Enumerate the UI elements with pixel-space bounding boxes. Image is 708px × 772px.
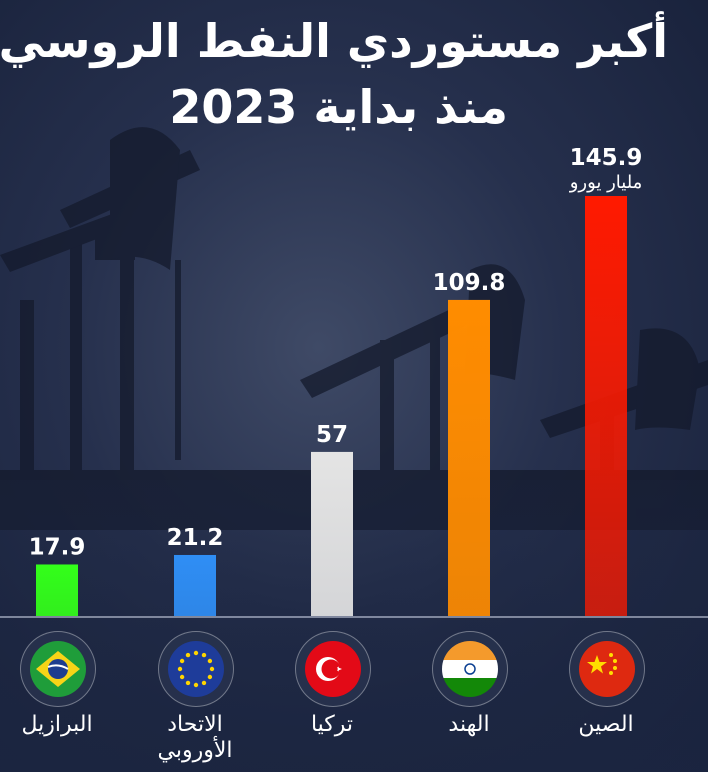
bar-1 (36, 564, 78, 616)
china-flag-icon (569, 631, 645, 707)
chart-title-line-2: منذ بداية 2023 (169, 80, 508, 134)
country-label-line: تركيا (310, 712, 354, 737)
country-label-line: الاتحاد (167, 712, 223, 737)
value-label-1: 17.9 (29, 534, 86, 560)
bar-2 (174, 554, 216, 616)
value-label-3: 57 (316, 422, 348, 448)
country-label-5: الصين (536, 712, 676, 738)
country-label-line: الصين (578, 712, 634, 737)
baseline (0, 616, 708, 618)
country-label-1: البرازيل (0, 712, 127, 738)
country-label-3: تركيا (262, 712, 402, 738)
india-flag-icon (432, 631, 508, 707)
value-label-5: 145.9 (570, 145, 643, 171)
bar-3 (311, 451, 353, 616)
bar-5 (585, 196, 627, 616)
country-label-line: البرازيل (21, 712, 93, 737)
country-label-2: الاتحاد الأوروبي (125, 712, 265, 764)
country-label-line: الهند (448, 712, 490, 737)
turkey-flag-icon (295, 631, 371, 707)
brazil-flag-icon (20, 631, 96, 707)
country-label-4: الهند (399, 712, 539, 738)
value-label-4: 109.8 (433, 270, 506, 296)
unit-label: مليار يورو (569, 172, 643, 193)
eu-flag-icon (158, 631, 234, 707)
bar-4 (448, 299, 490, 616)
country-label-line: الأوروبي (157, 738, 233, 763)
value-label-2: 21.2 (167, 525, 224, 551)
chart-title-line-1: أكبر مستوردي النفط الروسي (0, 14, 668, 68)
